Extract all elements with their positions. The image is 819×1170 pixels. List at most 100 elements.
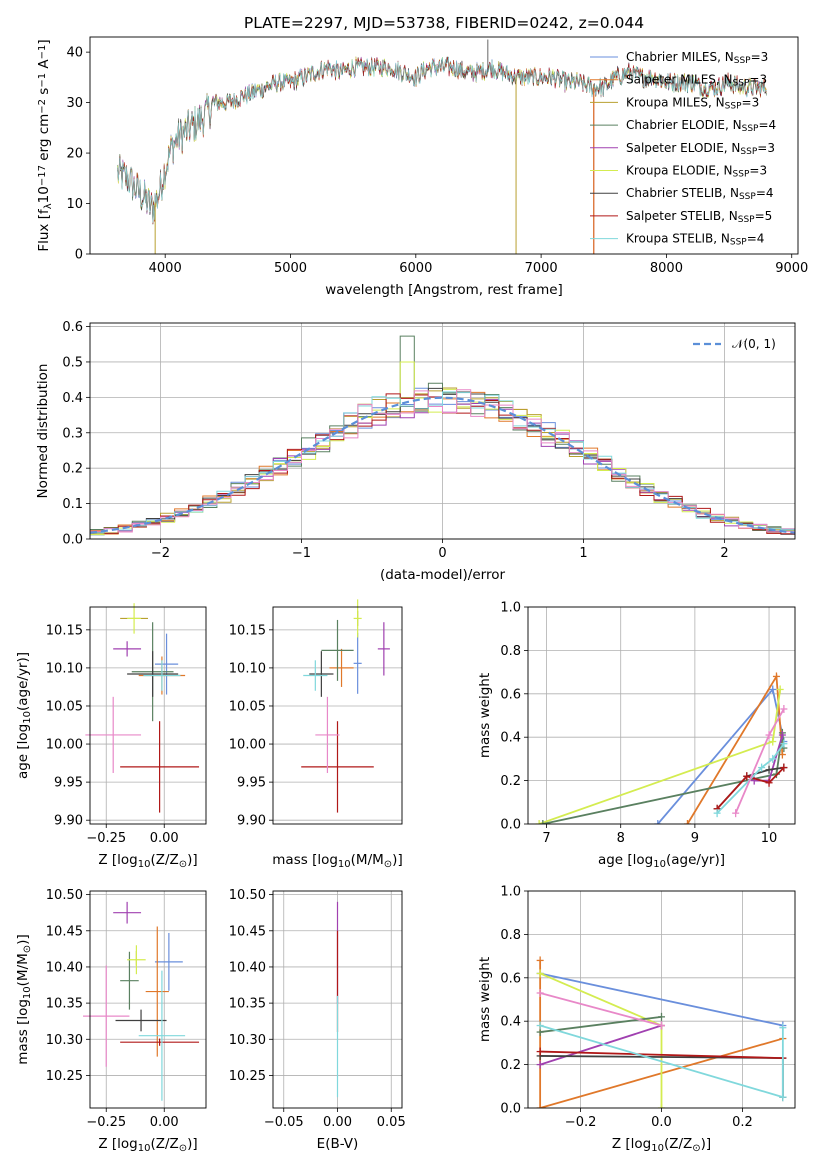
label-part: (M/M <box>351 852 384 868</box>
axes-frame <box>272 606 403 825</box>
label-part: Flux [f <box>36 208 52 252</box>
x-tick-label: 8000 <box>650 261 683 276</box>
legend-entry: Kroupa ELODIE, NSSP=3 <box>626 164 767 180</box>
y-axis-label: Flux [fλ10−17 erg cm−2 s−1 A−1] <box>36 39 54 251</box>
label-part: 10 <box>651 1143 664 1154</box>
x-tick-label: 0.2 <box>732 1115 753 1130</box>
y-tick-label: 0.4 <box>500 1015 521 1030</box>
y-tick-label: 10.30 <box>229 1033 266 1048</box>
legend-entry: Chabrier STELIB, NSSP=4 <box>626 186 774 202</box>
legend-count: =3 <box>749 164 767 178</box>
x-tick-label: 5000 <box>274 261 307 276</box>
label-part: (Z/Z <box>150 1136 178 1152</box>
label-part: A <box>36 59 52 73</box>
label-part: ⊙ <box>384 859 392 870</box>
label-part: (Z/Z <box>664 1136 692 1152</box>
data-point <box>309 651 334 697</box>
y-tick-label: 9.90 <box>237 814 266 829</box>
data-point <box>127 945 146 975</box>
legend-name: Salpeter STELIB, N <box>626 209 738 223</box>
label-part: 10 <box>36 186 52 203</box>
x-axis-label: E(B-V) <box>317 1136 359 1152</box>
x-tick-label: −0.2 <box>565 1115 597 1130</box>
y-tick-label: 0.3 <box>62 426 83 441</box>
legend-entry: Salpeter ELODIE, NSSP=3 <box>626 141 775 157</box>
x-tick-label: 0.05 <box>377 1115 406 1130</box>
label-part: 10 <box>22 986 33 999</box>
y-tick-label: 0.4 <box>62 391 83 406</box>
weight-series-2 <box>538 689 782 824</box>
data-point <box>145 926 169 1057</box>
y-tick-label: 0.2 <box>500 774 521 789</box>
y-tick-label: 9.95 <box>54 776 83 791</box>
y-tick-label: 0.4 <box>500 731 521 746</box>
x-tick-label: −0.25 <box>86 831 126 846</box>
legend-sub: SSP <box>733 170 750 180</box>
x-axis-label: mass [log10(M/M⊙)] <box>272 852 402 870</box>
data-point <box>113 901 142 924</box>
data-point <box>301 721 374 813</box>
label-part: (Z/Z <box>150 852 178 868</box>
weight-series-8 <box>539 992 662 1027</box>
y-tick-label: 10.15 <box>46 623 83 638</box>
data-point <box>154 633 179 695</box>
axes-weight-vs-Z: −0.2 0.0 0.2 0.0 0.2 0.4 0.6 0.8 1.0 Z [log10(Z/Z… <box>477 885 796 1154</box>
label-part: ⊙ <box>179 1143 187 1154</box>
x-axis-label: wavelength [Angstrom, rest frame] <box>325 282 563 298</box>
legend-entry: Chabrier ELODIE, NSSP=4 <box>626 118 776 134</box>
y-tick-label: 10.05 <box>229 699 266 714</box>
legend-count: =3 <box>751 50 769 64</box>
axes-mass-vs-Z: −0.25 0.00 10.25 10.30 10.35 10.40 10.45 10.50 Z… <box>15 888 207 1154</box>
y-tick-label: 10.10 <box>46 661 83 676</box>
y-tick-label: 10.50 <box>46 888 83 903</box>
x-tick-label: 0.00 <box>150 831 179 846</box>
y-tick-label: 0.8 <box>500 928 521 943</box>
label-part: )] <box>15 934 31 945</box>
label-part: −1 <box>37 45 48 60</box>
legend-sub: SSP <box>734 56 751 66</box>
label-part: λ <box>43 203 54 209</box>
data-point <box>127 603 142 634</box>
histogram-series-8 <box>90 391 795 537</box>
y-tick-label: 1.0 <box>500 601 521 616</box>
chart-title: PLATE=2297, MJD=53738, FIBERID=0242, z=0… <box>244 14 644 32</box>
legend-sub: SSP <box>730 238 747 248</box>
axes-age-vs-Z: −0.25 0.00 9.90 9.95 10.00 10.05 10.10 10.15 Z [… <box>15 603 207 870</box>
x-axis-label: age [log10(age/yr)] <box>598 852 725 870</box>
label-part: ⊙ <box>692 1143 700 1154</box>
legend-count: =5 <box>755 209 773 223</box>
y-tick-label: 0.0 <box>500 818 521 833</box>
x-tick-label: 0 <box>438 546 446 561</box>
label-part: 10 <box>138 1143 151 1154</box>
legend-name: Salpeter MILES, N <box>626 73 733 87</box>
weight-series-1 <box>539 960 784 1108</box>
label-part: mass [log <box>272 852 338 868</box>
x-axis-label: Z [log10(Z/Z⊙)] <box>98 1136 197 1154</box>
y-tick-label: 0.1 <box>62 497 83 512</box>
legend-entry: Salpeter MILES, NSSP=3 <box>626 73 767 89</box>
legend-name: Kroupa ELODIE, N <box>626 164 733 178</box>
gaussian-reference <box>90 396 795 534</box>
label-part: )] <box>701 1136 712 1152</box>
legend-entry: 𝒩(0, 1) <box>732 337 776 351</box>
legend-sub: SSP <box>740 147 757 157</box>
x-tick-label: 7000 <box>525 261 558 276</box>
y-tick-label: 10.05 <box>46 699 83 714</box>
label-part: )] <box>392 852 403 868</box>
label-part: 10 <box>338 859 351 870</box>
x-axis-label: (data-model)/error <box>380 567 506 583</box>
legend-sub: SSP <box>742 124 759 134</box>
axes-residuals: −2 −1 0 1 2 0.0 0.1 0.2 0.3 0.4 0.5 0.6 (data-model)… <box>35 320 796 583</box>
legend-count: =3 <box>749 73 767 87</box>
y-tick-label: 0.0 <box>62 533 83 548</box>
legend-entry: Kroupa MILES, NSSP=3 <box>626 95 759 111</box>
y-tick-label: 0.5 <box>62 355 83 370</box>
x-tick-label: 9 <box>691 831 699 846</box>
data-point <box>115 1009 167 1032</box>
legend-count: =4 <box>747 232 765 246</box>
data-point <box>154 932 183 991</box>
axes-frame <box>527 606 796 825</box>
y-tick-label: 0.6 <box>500 687 521 702</box>
data-point <box>321 619 354 681</box>
data-point <box>329 648 354 687</box>
